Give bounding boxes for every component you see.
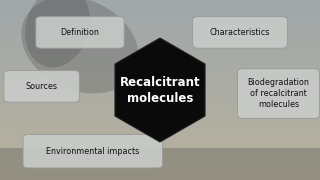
- Polygon shape: [115, 38, 205, 142]
- FancyBboxPatch shape: [0, 148, 320, 180]
- FancyBboxPatch shape: [237, 69, 319, 118]
- FancyBboxPatch shape: [36, 17, 124, 48]
- Ellipse shape: [21, 0, 139, 93]
- Ellipse shape: [25, 0, 90, 67]
- Text: Environmental impacts: Environmental impacts: [46, 147, 140, 156]
- FancyBboxPatch shape: [193, 17, 287, 48]
- Text: Sources: Sources: [26, 82, 58, 91]
- Text: Definition: Definition: [60, 28, 100, 37]
- Text: Characteristics: Characteristics: [210, 28, 270, 37]
- FancyBboxPatch shape: [4, 71, 79, 102]
- FancyBboxPatch shape: [23, 134, 163, 168]
- Text: Biodegradation
of recalcitrant
molecules: Biodegradation of recalcitrant molecules: [247, 78, 309, 109]
- Text: Recalcitrant
molecules: Recalcitrant molecules: [120, 75, 200, 105]
